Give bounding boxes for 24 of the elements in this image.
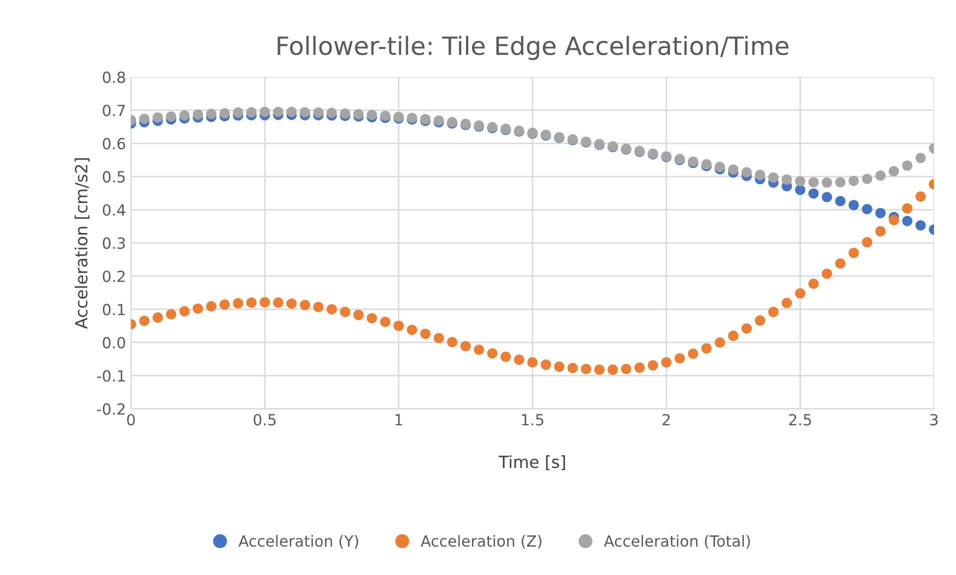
- y-tick-label: 0.5: [102, 171, 125, 183]
- legend-label: Acceleration (Z): [420, 534, 542, 549]
- x-tick-label: 0.5: [254, 414, 276, 426]
- y-tick-label: 0.4: [102, 204, 126, 216]
- x-tick-label: 2.5: [789, 414, 811, 426]
- y-tick-label: 0.1: [102, 304, 125, 316]
- x-tick-label: 0: [127, 414, 135, 426]
- x-axis-title: Time [s]: [498, 455, 565, 470]
- x-tick-label: 1: [395, 414, 402, 426]
- x-tick-label: 1.5: [522, 414, 544, 426]
- x-tick-label: 3: [930, 414, 938, 426]
- y-tick-label: 0.6: [102, 138, 126, 150]
- chart-title: Follower-tile: Tile Edge Acceleration/Time: [278, 36, 788, 60]
- x-tick-label: 2: [662, 414, 670, 426]
- y-tick-label: -0.1: [97, 370, 125, 382]
- y-tick-label: 0.8: [102, 72, 126, 84]
- y-tick-label: -0.2: [97, 403, 125, 415]
- y-tick-label: 0.0: [102, 336, 126, 348]
- y-tick-label: 0.3: [102, 237, 125, 249]
- legend-label: Acceleration (Y): [238, 534, 358, 549]
- y-tick-label: 0.2: [102, 270, 125, 282]
- legend-label: Acceleration (Total): [604, 534, 750, 549]
- y-axis-title: Acceleration [cm/s2]: [74, 158, 90, 329]
- y-tick-label: 0.7: [102, 104, 125, 116]
